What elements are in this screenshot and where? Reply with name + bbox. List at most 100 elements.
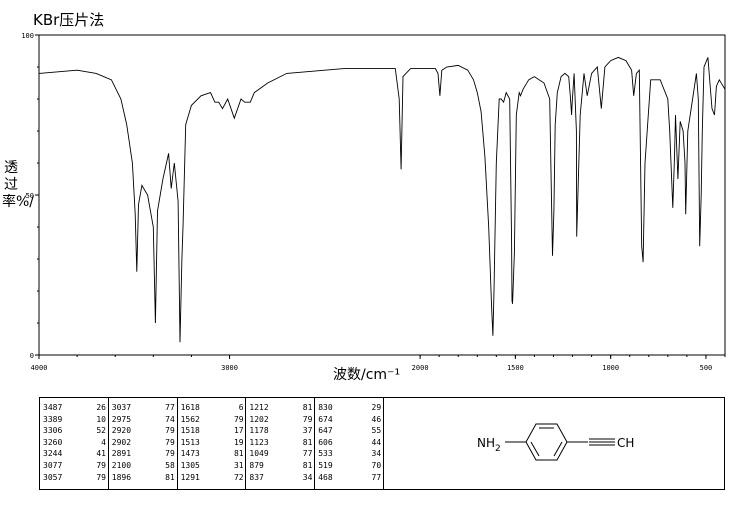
peak-row: 1049 77	[249, 448, 314, 460]
peak-transmittance: 81	[302, 437, 313, 447]
peak-row: 1178 37	[249, 425, 314, 437]
peak-row: 2902 79	[112, 437, 177, 449]
peak-row: 1202 79	[249, 414, 314, 426]
peak-row: 1123 81	[249, 437, 314, 449]
peak-wavenumber: 519	[318, 460, 333, 470]
peak-transmittance: 79	[96, 460, 106, 470]
peak-wavenumber: 3389	[43, 414, 63, 424]
peak-wavenumber: 647	[318, 426, 333, 436]
peak-transmittance: 4	[101, 437, 106, 447]
peak-transmittance: 81	[165, 472, 175, 482]
peak-transmittance: 37	[302, 426, 313, 436]
peak-row: 1291 72	[181, 472, 246, 484]
peak-transmittance: 19	[233, 437, 244, 447]
x-axis-label: 波数/cm⁻¹	[333, 367, 401, 383]
peak-transmittance: 81	[302, 460, 313, 470]
peak-row: 468 77	[318, 472, 383, 484]
peak-row: 3487 26	[43, 402, 108, 414]
peak-transmittance: 77	[302, 449, 313, 459]
peak-transmittance: 17	[233, 426, 244, 436]
peak-wavenumber: 3487	[43, 403, 63, 412]
peak-row: 647 55	[318, 425, 383, 437]
y-tick-label: 50	[26, 192, 34, 200]
ring-double-bond	[553, 441, 563, 457]
peak-transmittance: 81	[233, 449, 244, 459]
peak-row: 2920 79	[112, 425, 177, 437]
peak-wavenumber: 468	[318, 472, 333, 482]
peak-transmittance: 81	[302, 403, 313, 412]
peak-transmittance: 77	[165, 403, 175, 412]
peak-row: 2891 79	[112, 448, 177, 460]
plot-frame	[38, 34, 726, 356]
peak-column: 3037 77 2975 74 2920 79 2902 79 2891 79 2100 58 1896…	[109, 398, 178, 489]
peak-wavenumber: 837	[249, 472, 264, 482]
y-tick-label: 100	[21, 32, 34, 40]
peak-wavenumber: 1291	[180, 472, 200, 482]
peak-row: 837 34	[249, 472, 314, 484]
peak-transmittance: 46	[371, 414, 382, 424]
peak-transmittance: 79	[165, 426, 175, 436]
peak-row: 1212 81	[249, 402, 314, 414]
peak-transmittance: 6	[238, 403, 244, 412]
peak-row: 2975 74	[112, 414, 177, 426]
peak-transmittance: 77	[371, 472, 382, 482]
peak-wavenumber: 2891	[111, 449, 132, 459]
x-tick-label: 2000	[412, 364, 429, 372]
peak-row: 3306 52	[43, 425, 108, 437]
peak-wavenumber: 1202	[249, 414, 269, 424]
peak-wavenumber: 3306	[43, 426, 63, 436]
peak-transmittance: 34	[371, 449, 382, 459]
peak-wavenumber: 3057	[43, 472, 63, 482]
peak-wavenumber: 1212	[249, 403, 269, 412]
peak-wavenumber: 1562	[180, 414, 200, 424]
peak-wavenumber: 830	[318, 403, 333, 412]
peak-transmittance: 34	[302, 472, 313, 482]
peak-transmittance: 31	[233, 460, 244, 470]
peak-transmittance: 41	[96, 449, 106, 459]
peak-transmittance: 79	[165, 449, 175, 459]
peak-column: 1212 81 1202 79 1178 37 1123 81 1049 77 879 81 837 34	[246, 398, 316, 489]
x-tick-label: 500	[700, 364, 713, 372]
peak-wavenumber: 533	[318, 449, 333, 459]
peak-wavenumber: 1896	[111, 472, 132, 482]
peak-row: 3077 79	[43, 460, 108, 472]
peak-wavenumber: 2975	[111, 414, 132, 424]
spectrum-title: KBr压片法	[33, 11, 105, 29]
peak-column: 3487 26 3389 10 3306 52 3260 4 3244 41 3077 79 3057 7…	[40, 398, 109, 489]
ring-double-bond	[530, 441, 540, 457]
structure-panel: NH2 CH	[384, 398, 724, 489]
peak-row: 3037 77	[112, 402, 177, 414]
structure-diagram: NH2 CH	[477, 423, 634, 461]
x-tick-label: 3000	[221, 364, 238, 372]
y-tick-label: 0	[30, 352, 34, 360]
peak-row: 533 34	[318, 448, 383, 460]
peak-row: 1473 81	[181, 448, 246, 460]
peak-wavenumber: 1513	[180, 437, 200, 447]
peak-transmittance: 79	[302, 414, 313, 424]
peak-transmittance: 70	[371, 460, 382, 470]
peak-transmittance: 44	[371, 437, 382, 447]
peak-wavenumber: 674	[318, 414, 333, 424]
peak-transmittance: 29	[371, 403, 382, 412]
peak-row: 3260 4	[43, 437, 108, 449]
peak-row: 1518 17	[181, 425, 246, 437]
peak-row: 879 81	[249, 460, 314, 472]
peak-wavenumber: 3244	[43, 449, 63, 459]
x-tick-label: 4000	[31, 364, 48, 372]
peak-row: 1305 31	[181, 460, 246, 472]
benzene-ring	[525, 423, 568, 461]
peak-row: 830 29	[318, 402, 383, 414]
peak-wavenumber: 3037	[111, 403, 132, 412]
peak-wavenumber: 1178	[249, 426, 269, 436]
peak-transmittance: 79	[233, 414, 244, 424]
peak-wavenumber: 2902	[111, 437, 132, 447]
amine-label: NH2	[477, 436, 501, 454]
alkyne-ch-label: CH	[617, 436, 634, 450]
peak-transmittance: 52	[96, 426, 106, 436]
peak-row: 3057 79	[43, 472, 108, 484]
peak-transmittance: 79	[96, 472, 106, 482]
peak-row: 519 70	[318, 460, 383, 472]
peak-column: 1618 6 1562 79 1518 17 1513 19 1473 81 1305 31 1291 7…	[178, 398, 247, 489]
